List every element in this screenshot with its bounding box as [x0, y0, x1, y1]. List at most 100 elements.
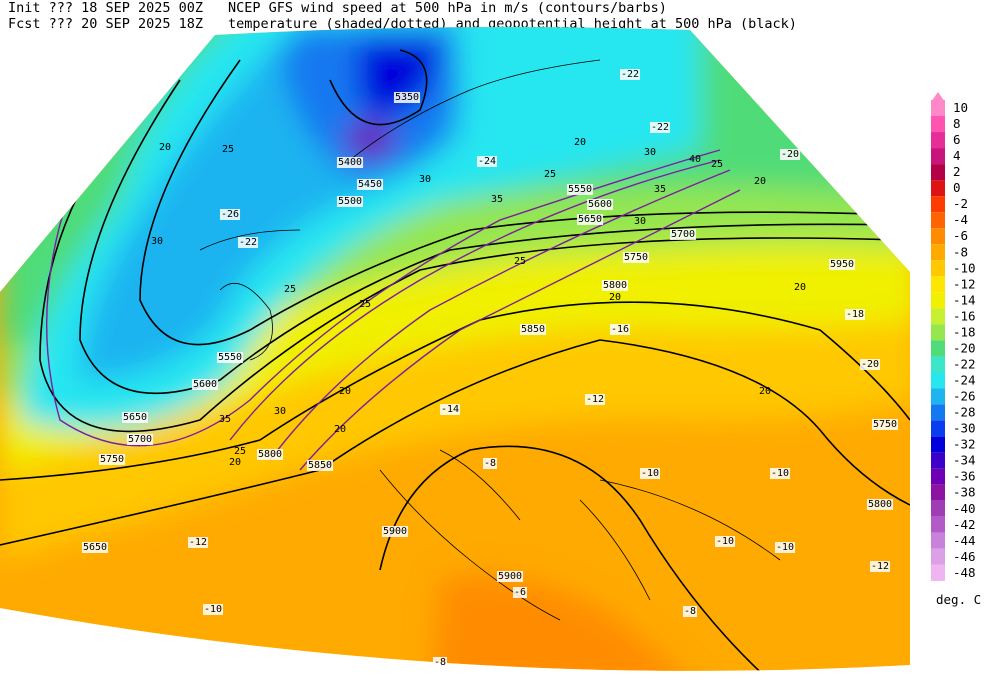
temp-label: -18	[846, 309, 864, 320]
colorbar-swatch	[931, 148, 945, 165]
height-label: 5700	[671, 229, 695, 240]
colorbar-label: -34	[953, 453, 976, 468]
label-backdrop	[496, 571, 524, 582]
height-label: 5750	[100, 454, 124, 465]
height-label: 5800	[868, 499, 892, 510]
colorbar-label: -6	[953, 228, 968, 243]
label-backdrop	[432, 657, 448, 668]
colorbar-label: 4	[953, 148, 961, 163]
colorbar-swatch	[931, 196, 945, 213]
height-label: 5650	[578, 214, 602, 225]
map-labels: 5350 5400 5450 5500 5550 5600 5650 5700 5750 5800…	[81, 69, 899, 668]
colorbar-unit: deg. C	[936, 592, 981, 607]
temp-label: -10	[641, 468, 659, 479]
wind-label: 30	[644, 147, 656, 158]
colorbar-swatch	[931, 324, 945, 341]
wind-label: 35	[219, 414, 231, 425]
height-label: 5900	[383, 526, 407, 537]
label-backdrop	[844, 309, 866, 320]
wind-label: 20	[339, 386, 351, 397]
coastlines	[199, 59, 781, 621]
colorbar-arrow	[931, 92, 945, 102]
wind-label: 20	[609, 292, 621, 303]
label-backdrop	[769, 468, 791, 479]
wind-label: 40	[689, 154, 701, 165]
height-label: 5750	[873, 419, 897, 430]
height-label: 5600	[588, 199, 612, 210]
colorbar-swatch	[931, 292, 945, 309]
colorbar-swatch	[931, 516, 945, 533]
wind-label: 20	[334, 424, 346, 435]
wind-label: 30	[274, 406, 286, 417]
colorbar-label: 2	[953, 164, 961, 179]
colorbar-label: 6	[953, 132, 961, 147]
colorbar-label: -10	[953, 260, 976, 275]
wind-label: 25	[222, 144, 234, 155]
height-label: 5650	[83, 542, 107, 553]
label-backdrop	[393, 92, 421, 103]
label-backdrop	[584, 394, 606, 405]
temp-label: -12	[586, 394, 604, 405]
fcst-line: Fcst ??? 20 SEP 2025 18Z	[8, 16, 203, 32]
height-label: 5600	[193, 379, 217, 390]
height-label: 5700	[128, 434, 152, 445]
colorbar-label: -4	[953, 212, 968, 227]
label-backdrop	[669, 229, 697, 240]
colorbar-label: -30	[953, 421, 976, 436]
label-backdrop	[866, 499, 894, 510]
temperature-shading	[0, 26, 910, 671]
height-label: 5500	[338, 196, 362, 207]
temp-label: -24	[478, 156, 496, 167]
label-backdrop	[512, 587, 528, 598]
temp-label: -10	[776, 542, 794, 553]
colorbar-swatch	[931, 260, 945, 277]
wind-label: 20	[159, 142, 171, 153]
colorbar-label: -12	[953, 276, 976, 291]
label-backdrop	[828, 259, 856, 270]
label-backdrop	[356, 179, 384, 190]
colorbar-swatch	[931, 356, 945, 373]
colorbar-swatch	[931, 468, 945, 485]
label-backdrop	[682, 606, 698, 617]
label-backdrop	[256, 449, 284, 460]
label-backdrop	[714, 536, 736, 547]
colorbar-label: -44	[953, 533, 976, 548]
label-backdrop	[336, 196, 364, 207]
colorbar-swatch	[931, 388, 945, 405]
temp-label: -6	[514, 587, 526, 598]
colorbar-label: -42	[953, 517, 976, 532]
label-backdrop	[121, 412, 149, 423]
height-label: 5950	[830, 259, 854, 270]
colorbar-label: -8	[953, 244, 968, 259]
init-line: Init ??? 18 SEP 2025 00Z	[8, 0, 203, 16]
colorbar: 1086420-2-4-6-8-10-12-14-16-18-20-22-24-…	[931, 92, 976, 581]
colorbar-label: -48	[953, 565, 976, 580]
height-label: 5350	[395, 92, 419, 103]
temp-label: -20	[861, 359, 879, 370]
height-label: 5850	[308, 460, 332, 471]
temp-label: -12	[189, 537, 207, 548]
wind-label: 20	[759, 386, 771, 397]
label-backdrop	[126, 434, 154, 445]
label-backdrop	[216, 352, 244, 363]
colorbar-label: -46	[953, 549, 976, 564]
colorbar-label: -18	[953, 324, 976, 339]
colorbar-swatch	[931, 548, 945, 565]
colorbar-swatch	[931, 180, 945, 197]
colorbar-label: -28	[953, 405, 976, 420]
colorbar-label: -20	[953, 340, 976, 355]
title-line1: NCEP GFS wind speed at 500 hPa in m/s (c…	[228, 0, 667, 16]
temp-label: -12	[871, 561, 889, 572]
temp-label: -8	[684, 606, 696, 617]
colorbar-swatch	[931, 484, 945, 501]
title-line2: temperature (shaded/dotted) and geopoten…	[228, 16, 797, 32]
wind-label: 25	[234, 446, 246, 457]
colorbar-label: -14	[953, 292, 976, 307]
wind-label: 25	[711, 159, 723, 170]
label-backdrop	[774, 542, 796, 553]
colorbar-swatch	[931, 244, 945, 261]
label-backdrop	[609, 324, 631, 335]
label-backdrop	[586, 199, 614, 210]
height-label: 5400	[338, 157, 362, 168]
height-label: 5550	[218, 352, 242, 363]
